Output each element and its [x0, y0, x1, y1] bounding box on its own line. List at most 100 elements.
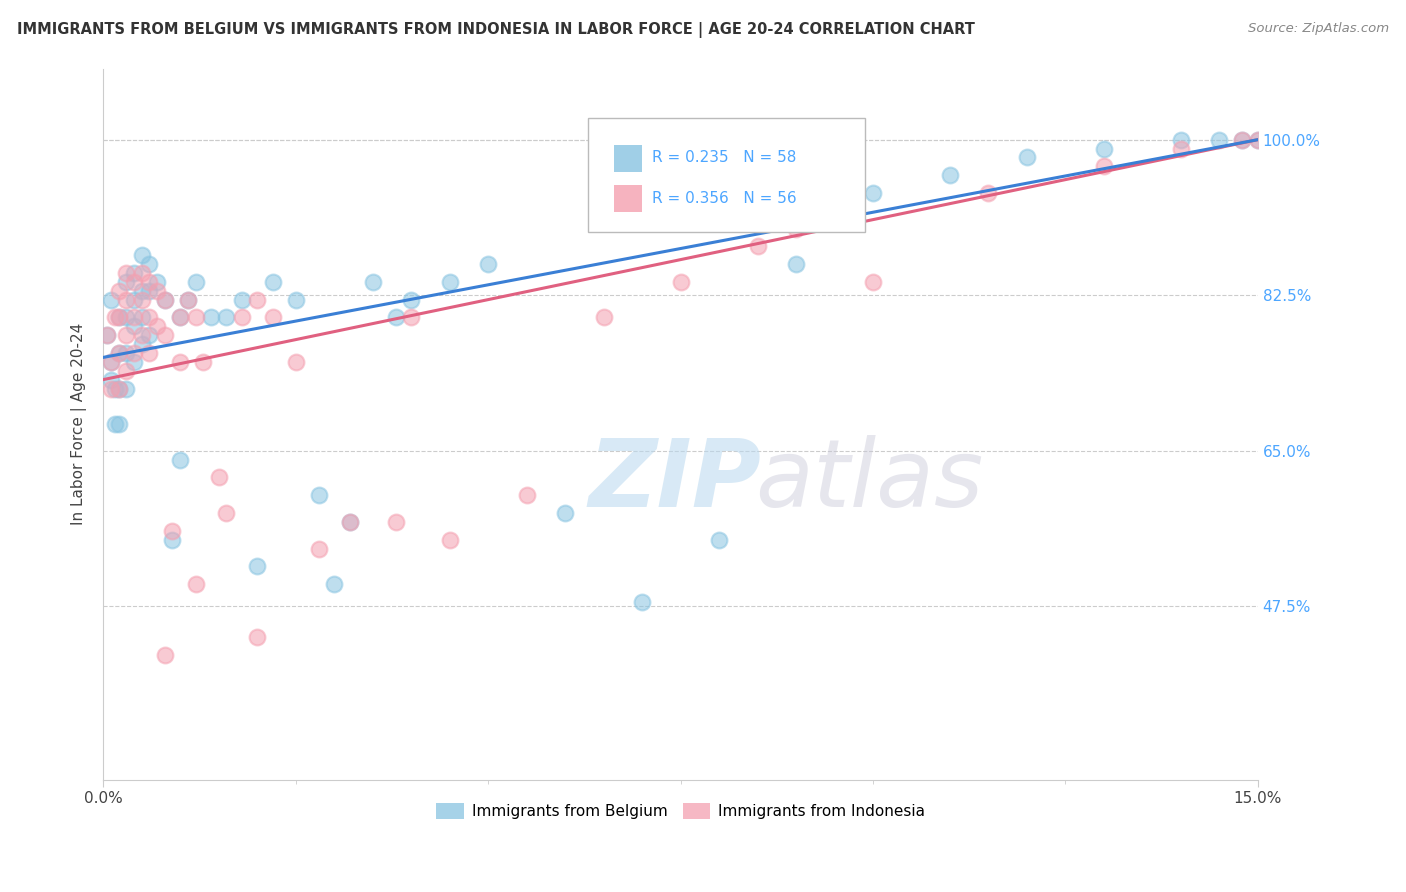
Point: [107, 382, 129, 396]
Point: [439, 533, 461, 547]
Point: [747, 239, 769, 253]
Point: [115, 346, 138, 360]
Point: [100, 382, 122, 396]
Point: [115, 382, 138, 396]
Point: [977, 186, 1000, 200]
Point: [246, 631, 269, 645]
Text: IMMIGRANTS FROM BELGIUM VS IMMIGRANTS FROM INDONESIA IN LABOR FORCE | AGE 20-24 : IMMIGRANTS FROM BELGIUM VS IMMIGRANTS FR…: [17, 22, 974, 38]
Point: [785, 257, 807, 271]
Point: [308, 541, 330, 556]
Point: [208, 470, 231, 484]
Point: [707, 533, 730, 547]
Point: [939, 168, 962, 182]
Point: [339, 515, 361, 529]
Point: [138, 284, 160, 298]
Y-axis label: In Labor Force | Age 20-24: In Labor Force | Age 20-24: [72, 323, 87, 525]
Point: [122, 310, 145, 325]
Point: [146, 275, 169, 289]
Point: [184, 275, 207, 289]
Point: [104, 310, 127, 325]
Point: [516, 488, 538, 502]
Point: [107, 346, 129, 360]
Point: [169, 310, 191, 325]
Point: [1247, 133, 1270, 147]
Point: [1232, 133, 1254, 147]
Point: [308, 488, 330, 502]
Point: [169, 310, 191, 325]
Point: [131, 328, 153, 343]
Point: [146, 284, 169, 298]
Point: [104, 417, 127, 431]
Point: [231, 310, 253, 325]
Point: [96, 328, 118, 343]
Point: [477, 257, 499, 271]
Point: [100, 355, 122, 369]
Point: [122, 319, 145, 334]
Point: [215, 310, 238, 325]
Point: [361, 275, 384, 289]
Point: [439, 275, 461, 289]
Point: [200, 310, 222, 325]
Text: ZIP: ZIP: [588, 435, 761, 527]
Point: [107, 310, 129, 325]
Point: [107, 310, 129, 325]
Point: [131, 293, 153, 307]
Point: [122, 355, 145, 369]
Point: [669, 275, 692, 289]
Point: [785, 221, 807, 235]
Point: [107, 382, 129, 396]
Point: [131, 248, 153, 262]
Point: [138, 257, 160, 271]
Point: [323, 577, 346, 591]
Point: [115, 266, 138, 280]
Point: [262, 275, 284, 289]
Point: [1170, 141, 1192, 155]
Point: [122, 346, 145, 360]
Point: [115, 328, 138, 343]
Point: [153, 648, 176, 662]
Legend: Immigrants from Belgium, Immigrants from Indonesia: Immigrants from Belgium, Immigrants from…: [430, 797, 931, 825]
Point: [339, 515, 361, 529]
Text: atlas: atlas: [755, 435, 984, 526]
Point: [153, 293, 176, 307]
Point: [262, 310, 284, 325]
Point: [115, 275, 138, 289]
Point: [399, 293, 422, 307]
Point: [1208, 133, 1230, 147]
Point: [284, 355, 307, 369]
Point: [153, 293, 176, 307]
Point: [122, 275, 145, 289]
Point: [107, 284, 129, 298]
Point: [100, 355, 122, 369]
Point: [399, 310, 422, 325]
Text: Source: ZipAtlas.com: Source: ZipAtlas.com: [1249, 22, 1389, 36]
Text: R = 0.356   N = 56: R = 0.356 N = 56: [651, 191, 796, 206]
Point: [104, 382, 127, 396]
Point: [162, 533, 184, 547]
Point: [1247, 133, 1270, 147]
Point: [122, 266, 145, 280]
Point: [1015, 150, 1038, 164]
Point: [138, 328, 160, 343]
Point: [184, 577, 207, 591]
Point: [184, 310, 207, 325]
Point: [122, 293, 145, 307]
Point: [193, 355, 215, 369]
Point: [384, 515, 406, 529]
Point: [1092, 141, 1115, 155]
Point: [1170, 133, 1192, 147]
Point: [862, 186, 884, 200]
Point: [107, 346, 129, 360]
Point: [177, 293, 200, 307]
FancyBboxPatch shape: [613, 186, 643, 212]
Point: [1092, 159, 1115, 173]
Point: [115, 293, 138, 307]
Point: [631, 595, 654, 609]
Point: [131, 266, 153, 280]
Point: [100, 293, 122, 307]
Point: [246, 559, 269, 574]
Point: [131, 310, 153, 325]
Point: [215, 506, 238, 520]
Point: [153, 328, 176, 343]
Point: [138, 275, 160, 289]
